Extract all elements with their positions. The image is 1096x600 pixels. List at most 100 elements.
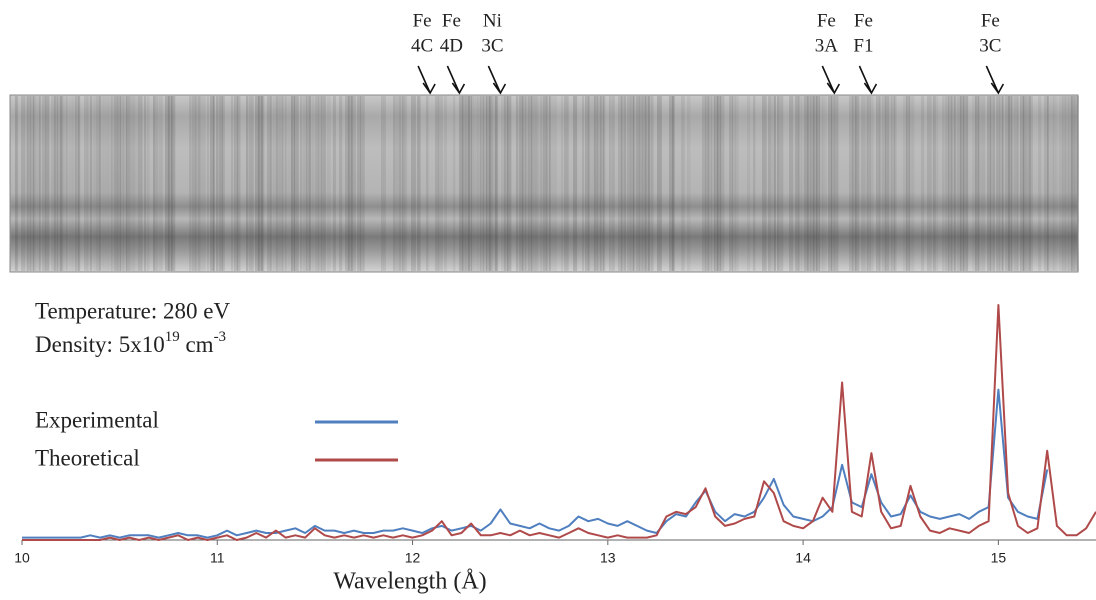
- film-stripe: [1020, 96, 1024, 271]
- film-stripe: [621, 96, 624, 271]
- film-stripe: [492, 96, 497, 271]
- film-stripe: [627, 96, 631, 271]
- film-stripe: [564, 96, 569, 271]
- film-stripe: [1074, 96, 1079, 271]
- series-line: [22, 388, 1049, 539]
- film-stripe: [189, 96, 192, 271]
- film-stripe: [357, 96, 361, 271]
- film-stripe: [207, 96, 210, 271]
- film-stripe: [399, 96, 404, 271]
- film-stripe: [942, 96, 945, 271]
- film-stripe: [852, 96, 857, 271]
- line-label: Fe: [442, 10, 461, 31]
- film-stripe: [714, 96, 719, 271]
- film-stripe: [1044, 96, 1049, 271]
- film-stripe: [360, 96, 365, 271]
- film-stripe: [657, 96, 662, 271]
- film-stripe: [540, 96, 543, 271]
- film-stripe: [75, 96, 80, 271]
- film-stripe: [426, 96, 429, 271]
- line-label: Ni: [483, 10, 502, 31]
- film-stripe: [120, 96, 124, 271]
- film-stripe: [495, 96, 499, 271]
- film-stripe: [237, 96, 241, 271]
- film-stripe: [531, 96, 534, 271]
- x-tick-label: 12: [405, 550, 421, 566]
- film-stripe: [954, 96, 957, 271]
- film-stripe: [216, 96, 219, 271]
- film-stripe: [72, 96, 77, 271]
- film-stripe: [198, 96, 201, 271]
- film-stripe: [537, 96, 540, 271]
- film-stripe: [573, 96, 578, 271]
- film-stripe: [405, 96, 408, 271]
- series-line: [22, 304, 1096, 541]
- film-stripe: [192, 96, 196, 271]
- film-stripe: [774, 96, 777, 271]
- film-stripe: [789, 96, 794, 271]
- x-tick-label: 11: [210, 550, 225, 566]
- arrow: [821, 65, 841, 95]
- film-stripe: [321, 96, 325, 271]
- film-stripe: [876, 96, 881, 271]
- film-stripe: [111, 96, 114, 271]
- line-label: Fe: [854, 10, 873, 31]
- x-tick-label: 13: [600, 550, 616, 566]
- film-stripe: [996, 96, 1000, 271]
- film-stripe: [132, 96, 136, 271]
- film-stripe: [402, 96, 406, 271]
- film-stripe: [51, 96, 56, 271]
- film-stripe: [108, 96, 112, 271]
- line-label: Fe: [817, 10, 836, 31]
- film-stripe: [345, 96, 350, 271]
- film-stripe: [831, 96, 835, 271]
- film-stripe: [144, 96, 147, 271]
- film-stripe: [762, 96, 767, 271]
- film-stripe: [24, 96, 29, 271]
- film-stripe: [861, 96, 865, 271]
- film-stripe: [438, 96, 443, 271]
- film-stripe: [729, 96, 733, 271]
- film-stripe: [1047, 96, 1050, 271]
- film-stripe: [219, 96, 223, 271]
- film-stripe: [522, 96, 527, 271]
- film-stripe: [609, 96, 612, 271]
- film-stripe: [816, 96, 821, 271]
- film-stripe: [45, 96, 50, 271]
- film-stripe: [249, 96, 254, 271]
- film-stripe: [519, 96, 524, 271]
- film-stripe: [702, 96, 706, 271]
- line-label: 3A: [815, 35, 839, 56]
- film-stripe: [501, 96, 506, 271]
- film-stripe: [99, 96, 102, 271]
- film-stripe: [813, 96, 818, 271]
- film-stripe: [1017, 96, 1020, 271]
- film-stripe: [339, 96, 343, 271]
- film-stripe: [36, 96, 41, 271]
- film-stripe: [819, 96, 824, 271]
- film-stripe: [780, 96, 784, 271]
- film-stripe: [879, 96, 882, 271]
- film-stripe: [552, 96, 557, 271]
- film-stripe: [1056, 96, 1059, 271]
- film-stripe: [591, 96, 596, 271]
- film-stripe: [435, 96, 439, 271]
- film-stripe: [651, 96, 654, 271]
- film-stripe: [114, 96, 118, 271]
- film-stripe: [285, 96, 288, 271]
- film-stripe: [1059, 96, 1063, 271]
- film-stripe: [864, 96, 868, 271]
- film-stripe: [891, 96, 895, 271]
- film-stripe: [798, 96, 802, 271]
- film-stripe: [159, 96, 163, 271]
- film-stripe: [102, 96, 105, 271]
- film-stripe: [768, 96, 771, 271]
- film-stripe: [87, 96, 90, 271]
- arrow: [417, 65, 436, 95]
- film-image: [9, 94, 1079, 273]
- film-stripe: [639, 96, 643, 271]
- x-tick-label: 15: [991, 550, 1007, 566]
- film-stripe: [549, 96, 552, 271]
- density-label: Density: 5x10: [35, 332, 165, 357]
